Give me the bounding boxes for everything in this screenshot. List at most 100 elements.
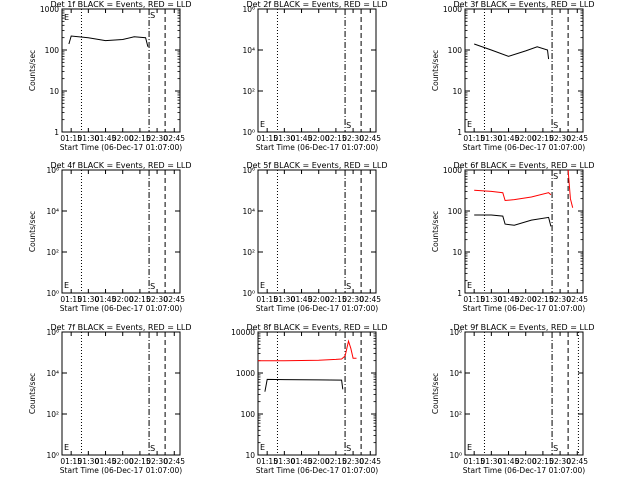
panel-2-ytick-label-3: 10⁶: [242, 5, 255, 14]
panel-4-s-marker: S: [150, 282, 155, 291]
panel-7-ytick-label-1: 10²: [46, 410, 59, 419]
panel-3-xtick-label-2: 01:45: [498, 134, 520, 143]
panel-2-xtick-label-1: 01:30: [274, 134, 296, 143]
panel-3-ytick-label-1: 10: [452, 87, 462, 96]
panel-8-ytick-label-2: 1000: [236, 369, 255, 378]
panel-9-ytick-label-0: 10⁰: [449, 451, 462, 460]
panel-2-title: Det 2f BLACK = Events, RED = LLD: [246, 0, 387, 9]
panel-4-xtick-label-5: 02:30: [146, 295, 168, 304]
panel-3-title: Det 3f BLACK = Events, RED = LLD: [453, 0, 594, 9]
panel-8-series-1: [264, 378, 344, 392]
panel-5-ytick-label-2: 10⁴: [242, 207, 255, 216]
panel-1-xtick-label-1: 01:30: [78, 134, 100, 143]
panel-1-xtick-label-5: 02:30: [146, 134, 168, 143]
panel-9-xtick-label-1: 01:30: [481, 457, 503, 466]
panel-2-xtick-label-3: 02:00: [308, 134, 330, 143]
panel-1-series-0: [68, 35, 149, 47]
panel-8-xlabel: Start Time (06-Dec-17 01:07:00): [256, 466, 378, 475]
panel-6-ytick-label-3: 1000: [443, 166, 462, 175]
panel-3-ylabel: Counts/sec: [431, 50, 440, 91]
panel-2-axes: [257, 8, 377, 133]
panel-1-xtick-label-2: 01:45: [95, 134, 117, 143]
panel-9-xtick-label-6: 02:45: [566, 457, 588, 466]
panel-1-s-marker: S: [150, 11, 155, 20]
panel-9-xtick-label-2: 01:45: [498, 457, 520, 466]
panel-2-xtick-label-2: 01:45: [291, 134, 313, 143]
panel-4-xtick-label-2: 01:45: [95, 295, 117, 304]
panel-3-ytick-label-2: 100: [448, 46, 463, 55]
panel-3-xtick-label-5: 02:30: [549, 134, 571, 143]
panel-8-s-marker: S: [346, 444, 351, 453]
panel-8-xtick-label-3: 02:00: [308, 457, 330, 466]
panel-3-xtick-label-0: 01:15: [463, 134, 485, 143]
panel-3-s-marker: S: [553, 121, 558, 130]
panel-9-ytick-label-2: 10⁴: [449, 369, 462, 378]
panel-5-xtick-label-3: 02:00: [308, 295, 330, 304]
panel-2-ytick-label-0: 10⁰: [242, 128, 255, 137]
panel-1-ytick-label-1: 10: [49, 87, 59, 96]
panel-3-ytick-label-0: 1: [457, 128, 462, 137]
panel-5-xtick-label-1: 01:30: [274, 295, 296, 304]
panel-7-axes: [61, 331, 181, 456]
panel-3-ytick-label-3: 1000: [443, 5, 462, 14]
panel-8-xtick-label-4: 02:15: [325, 457, 347, 466]
panel-5-xlabel: Start Time (06-Dec-17 01:07:00): [256, 304, 378, 313]
panel-6-xlabel: Start Time (06-Dec-17 01:07:00): [463, 304, 585, 313]
panel-5-xtick-label-0: 01:15: [256, 295, 278, 304]
panel-2-xtick-label-6: 02:45: [359, 134, 381, 143]
panel-1-title: Det 1f BLACK = Events, RED = LLD: [50, 0, 191, 9]
panel-4-ytick-label-0: 10⁰: [46, 289, 59, 298]
panel-1-ytick-label-3: 1000: [40, 5, 59, 14]
panel-5-ytick-label-0: 10⁰: [242, 289, 255, 298]
panel-1-xtick-label-6: 02:45: [163, 134, 185, 143]
panel-6-ytick-label-0: 1: [457, 289, 462, 298]
panel-9-ylabel: Counts/sec: [431, 373, 440, 414]
panel-9-xtick-label-5: 02:30: [549, 457, 571, 466]
panel-9-s-marker: S: [553, 444, 558, 453]
panel-4-ylabel: Counts/sec: [28, 211, 37, 252]
panel-5-ytick-label-3: 10⁶: [242, 166, 255, 175]
panel-6-series-0: [474, 189, 552, 202]
panel-7-ytick-label-3: 10⁶: [46, 328, 59, 337]
panel-8-title: Det 8f BLACK = Events, RED = LLD: [246, 323, 387, 332]
panel-5-xtick-label-4: 02:15: [325, 295, 347, 304]
panel-2-ytick-label-1: 10²: [242, 87, 255, 96]
panel-4-ytick-label-2: 10⁴: [46, 207, 59, 216]
panel-4-xlabel: Start Time (06-Dec-17 01:07:00): [60, 304, 182, 313]
panel-7-xtick-label-0: 01:15: [60, 457, 82, 466]
panel-6-s-marker: S: [553, 172, 558, 181]
panel-7-xtick-label-3: 02:00: [112, 457, 134, 466]
panel-5-axes: [257, 169, 377, 294]
panel-3-xtick-label-4: 02:15: [532, 134, 554, 143]
panel-6-xtick-label-0: 01:15: [463, 295, 485, 304]
panel-4-ytick-label-1: 10²: [46, 248, 59, 257]
panel-8-ytick-label-3: 10000: [231, 328, 255, 337]
panel-6-axes: [464, 169, 584, 294]
panel-3-axes: [464, 8, 584, 133]
panel-6-xtick-label-5: 02:30: [549, 295, 571, 304]
panel-5-xtick-label-5: 02:30: [342, 295, 364, 304]
panel-9-xtick-label-4: 02:15: [532, 457, 554, 466]
panel-5-xtick-label-6: 02:45: [359, 295, 381, 304]
panel-9-xtick-label-3: 02:00: [515, 457, 537, 466]
panel-5-xtick-label-2: 01:45: [291, 295, 313, 304]
panel-7-ytick-label-0: 10⁰: [46, 451, 59, 460]
panel-8-xtick-label-5: 02:30: [342, 457, 364, 466]
panel-1-ytick-label-2: 100: [45, 46, 60, 55]
panel-7-xtick-label-1: 01:30: [78, 457, 100, 466]
panel-5-e-marker: E: [260, 281, 265, 290]
panel-4-xtick-label-1: 01:30: [78, 295, 100, 304]
panel-6-xtick-label-4: 02:15: [532, 295, 554, 304]
panel-8-xtick-label-6: 02:45: [359, 457, 381, 466]
panel-4-title: Det 4f BLACK = Events, RED = LLD: [50, 161, 191, 170]
panel-3-xtick-label-6: 02:45: [566, 134, 588, 143]
panel-2-xlabel: Start Time (06-Dec-17 01:07:00): [256, 143, 378, 152]
panel-5-s-marker: S: [346, 282, 351, 291]
panel-9-xtick-label-0: 01:15: [463, 457, 485, 466]
panel-7-xtick-label-2: 01:45: [95, 457, 117, 466]
panel-3-series-0: [474, 43, 550, 60]
panel-6-xtick-label-6: 02:45: [566, 295, 588, 304]
panel-6-ylabel: Counts/sec: [431, 211, 440, 252]
panel-2-xtick-label-5: 02:30: [342, 134, 364, 143]
panel-8-ytick-label-0: 10: [245, 451, 255, 460]
